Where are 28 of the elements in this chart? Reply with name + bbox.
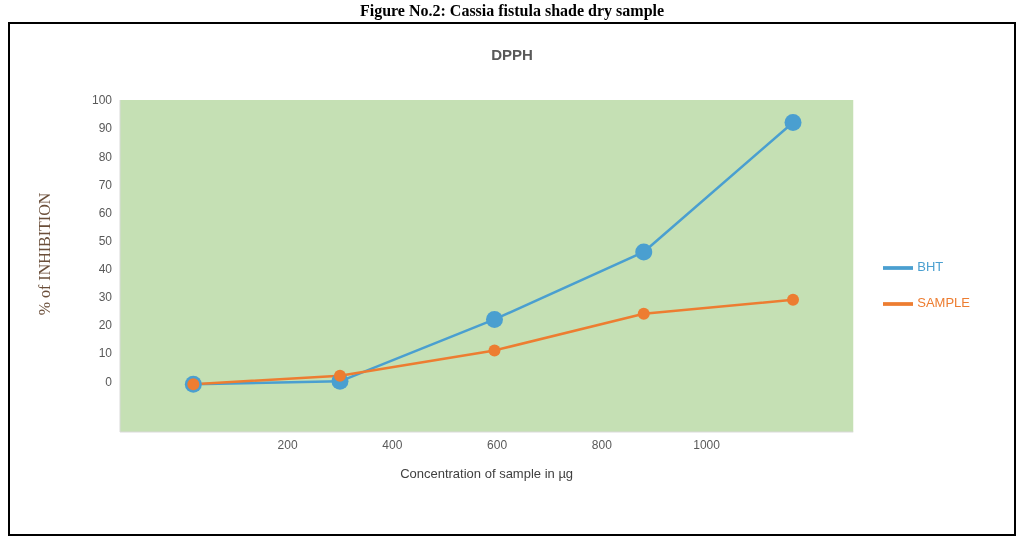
- point: [485, 310, 503, 328]
- y-tick-label: 100: [91, 93, 113, 108]
- y-tick-label: 60: [98, 205, 113, 220]
- y-tick-label: 40: [98, 262, 113, 277]
- x-tick-label: 600: [487, 437, 508, 452]
- y-tick-label: 0: [105, 374, 113, 389]
- chart-subtitle: DPPH: [490, 46, 534, 63]
- x-tick-label: 1000: [693, 437, 721, 452]
- x-axis-title: Concentration of sample in µg: [400, 466, 574, 481]
- y-tick-label: 80: [98, 149, 113, 164]
- y-tick-label: 30: [98, 290, 113, 305]
- y-tick-label: 10: [98, 346, 113, 361]
- x-tick-label: 200: [277, 437, 298, 452]
- legend-label: BHT: [917, 259, 944, 274]
- x-tick-label: 400: [382, 437, 403, 452]
- x-tick-label: 800: [591, 437, 613, 452]
- y-tick-label: 50: [98, 233, 113, 248]
- y-tick-label: 20: [98, 318, 113, 333]
- y-tick-label: 90: [98, 121, 113, 136]
- chart-title: Figure No.2: Cassia fistula shade dry sample: [8, 2, 1016, 20]
- point: [637, 307, 650, 320]
- point: [488, 344, 501, 357]
- y-axis-title: % of INHIBITION: [36, 192, 54, 316]
- point: [635, 243, 653, 261]
- point: [784, 114, 802, 132]
- point: [787, 293, 800, 306]
- legend-label: SAMPLE: [917, 295, 970, 310]
- y-tick-label: 70: [98, 177, 113, 192]
